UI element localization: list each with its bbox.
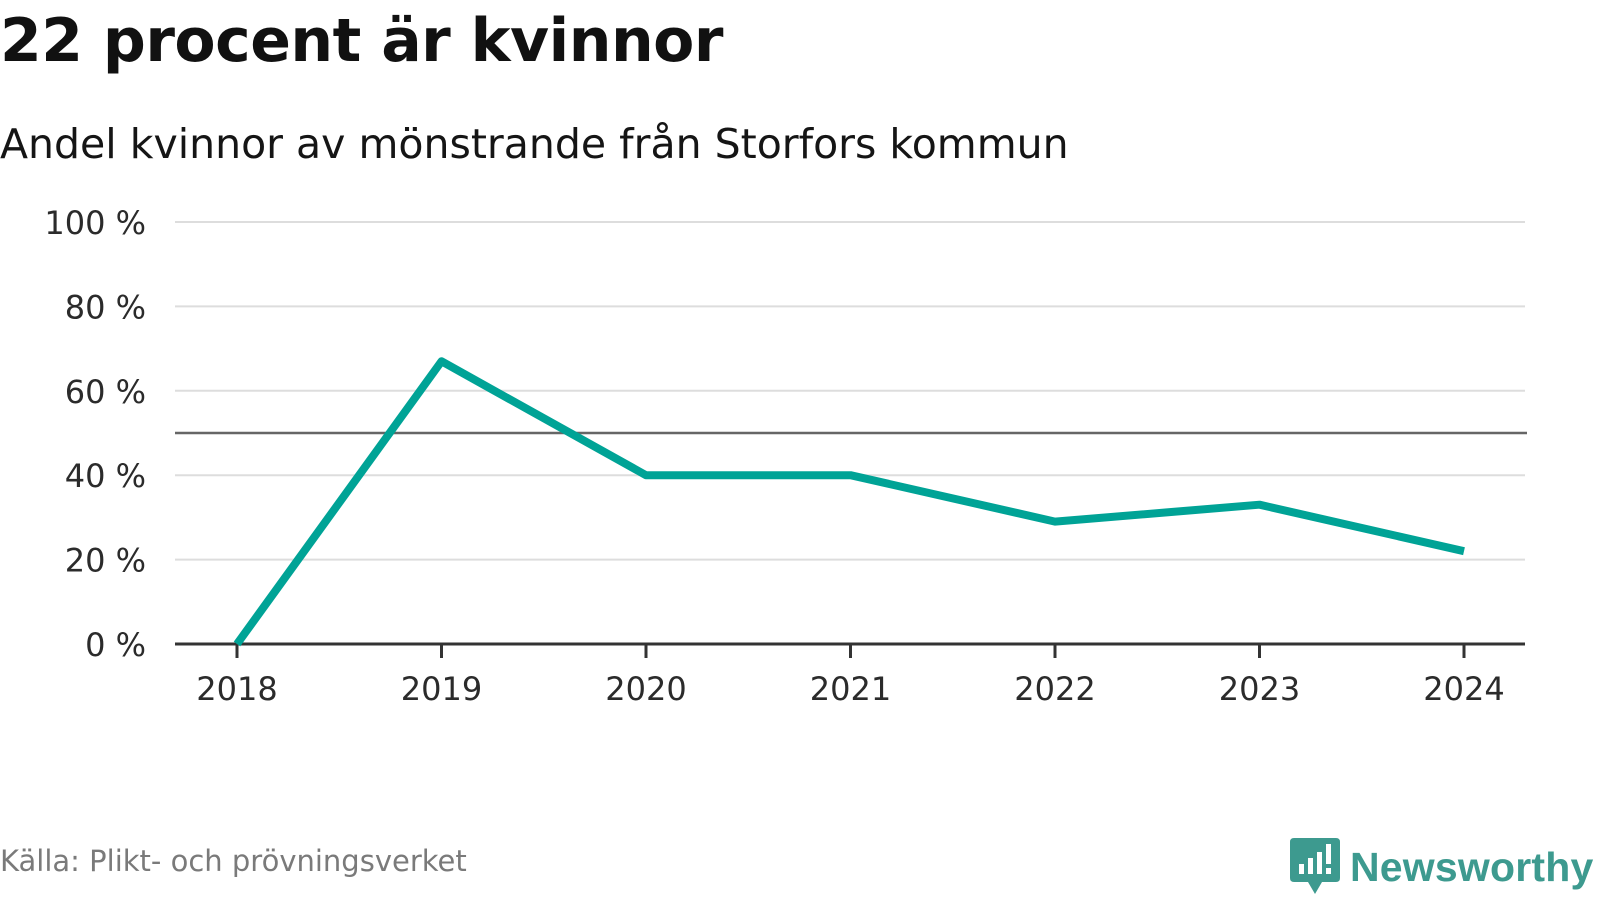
y-tick-label: 80 % (65, 288, 146, 326)
data-point-2021 (847, 471, 855, 479)
series-layer (233, 357, 1468, 648)
x-tick-label: 2024 (1423, 670, 1504, 708)
y-tick-label: 60 % (65, 373, 146, 411)
y-tick-label: 20 % (65, 542, 146, 580)
y-tick-label: 40 % (65, 457, 146, 495)
data-point-2018 (233, 640, 241, 648)
chart-title: 22 procent är kvinnor (0, 6, 723, 76)
x-axis-ticks: 2018 2019 2020 2021 2022 2023 2024 (175, 642, 1525, 708)
brand-name: Newsworthy (1350, 843, 1594, 890)
data-point-2020 (642, 471, 650, 479)
data-point-2022 (1051, 518, 1059, 526)
data-point-2024 (1460, 547, 1468, 555)
y-axis-ticks: 0 % 20 % 40 % 60 % 80 % 100 % (44, 204, 146, 664)
gridlines (175, 221, 1527, 561)
x-tick-label: 2018 (196, 670, 277, 708)
x-tick-label: 2022 (1014, 670, 1095, 708)
data-point-2019 (438, 357, 446, 365)
x-tick-label: 2021 (810, 670, 891, 708)
x-tick-label: 2020 (605, 670, 686, 708)
x-tick-label: 2019 (401, 670, 482, 708)
y-tick-label: 100 % (44, 204, 146, 242)
line-chart: 0 % 20 % 40 % 60 % 80 % 100 % 2018 2019 2020 202… (44, 204, 1527, 708)
y-tick-label: 0 % (85, 626, 146, 664)
newsworthy-icon (1290, 838, 1340, 894)
chart-subtitle: Andel kvinnor av mönstrande från Storfor… (0, 120, 1069, 168)
series-line (233, 357, 1465, 647)
x-tick-label: 2023 (1219, 670, 1300, 708)
brand-logo: Newsworthy (1290, 838, 1594, 896)
data-point-2023 (1256, 501, 1264, 509)
source-note: Källa: Plikt- och prövningsverket (0, 844, 467, 878)
